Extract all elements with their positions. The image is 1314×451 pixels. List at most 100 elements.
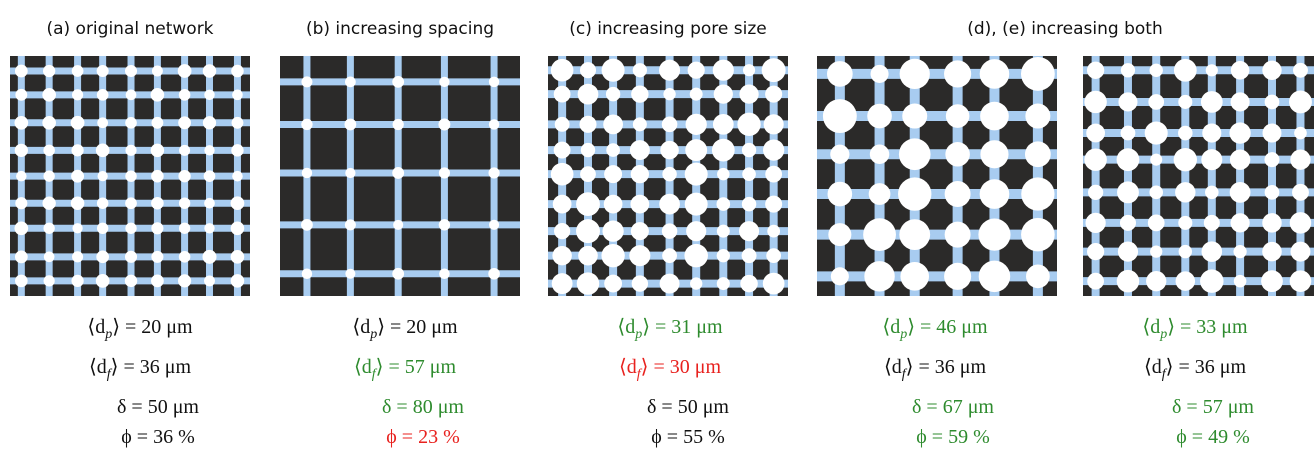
pore bbox=[1289, 270, 1312, 292]
pore bbox=[576, 272, 600, 295]
pore bbox=[713, 84, 733, 104]
metric-text: ⟩ = 20 μm bbox=[112, 316, 193, 338]
metric-text: ⟩ = 36 μm bbox=[111, 356, 192, 378]
metric: ⟨df⟩ = 57 μm bbox=[354, 356, 457, 382]
pore bbox=[741, 196, 757, 212]
panel-title: (a) original network bbox=[46, 19, 213, 39]
pore bbox=[1116, 148, 1140, 172]
pore bbox=[151, 222, 164, 235]
metric-text: ⟩ = 46 μm bbox=[907, 316, 988, 338]
pore bbox=[71, 89, 84, 101]
pore bbox=[579, 115, 597, 133]
metric-text: δ = 80 μm bbox=[382, 396, 464, 418]
panel-title: (d), (e) increasing both bbox=[967, 19, 1163, 39]
pore bbox=[71, 144, 84, 157]
pore bbox=[1146, 271, 1167, 292]
pore bbox=[301, 218, 313, 231]
pore bbox=[739, 84, 759, 104]
pore bbox=[659, 193, 680, 215]
pore bbox=[124, 274, 138, 288]
pore bbox=[488, 76, 500, 88]
metric-subscript: f bbox=[372, 367, 378, 382]
pore bbox=[124, 64, 138, 78]
pore bbox=[822, 99, 857, 134]
pore bbox=[1262, 123, 1282, 143]
pore bbox=[178, 197, 191, 209]
pore bbox=[231, 144, 244, 157]
pore bbox=[552, 194, 572, 214]
pore bbox=[96, 250, 109, 264]
metric-text: δ = 50 μm bbox=[117, 396, 199, 418]
metric-subscript: f bbox=[107, 367, 113, 382]
pore bbox=[72, 223, 83, 234]
pore bbox=[900, 262, 930, 291]
pore bbox=[662, 248, 677, 264]
metric-text: ϕ = 23 % bbox=[386, 426, 459, 448]
pore bbox=[1178, 94, 1193, 109]
pore bbox=[1175, 182, 1196, 203]
pore bbox=[830, 267, 849, 286]
pore bbox=[96, 64, 109, 78]
pore bbox=[630, 194, 650, 214]
metric-text: ϕ = 55 % bbox=[651, 426, 724, 448]
pore bbox=[392, 267, 405, 280]
pore bbox=[690, 277, 703, 290]
metric: δ = 50 μm bbox=[117, 396, 199, 418]
pore bbox=[14, 64, 28, 78]
pore bbox=[344, 219, 356, 231]
pore bbox=[685, 113, 707, 135]
pore bbox=[765, 195, 783, 213]
pore bbox=[737, 112, 761, 137]
metric-text: δ = 67 μm bbox=[912, 396, 994, 418]
metric-text: ⟩ = 20 μm bbox=[377, 316, 458, 338]
pore bbox=[15, 274, 28, 288]
pore bbox=[179, 144, 191, 156]
pore bbox=[301, 268, 313, 279]
pore bbox=[553, 141, 571, 159]
pore bbox=[867, 103, 892, 129]
metric-text: ⟨d bbox=[354, 356, 372, 378]
pore bbox=[1233, 245, 1247, 259]
pore bbox=[1150, 153, 1163, 166]
metric-text: δ = 50 μm bbox=[647, 396, 729, 418]
metric-text: ϕ = 59 % bbox=[916, 426, 989, 448]
pore bbox=[230, 196, 245, 211]
pore bbox=[1147, 214, 1165, 232]
metric: ⟨df⟩ = 36 μm bbox=[89, 356, 192, 382]
pore bbox=[1118, 92, 1138, 112]
pore bbox=[978, 260, 1011, 293]
pore bbox=[96, 88, 109, 101]
pore bbox=[1173, 147, 1197, 172]
pore bbox=[231, 116, 244, 129]
pore bbox=[438, 167, 450, 179]
pore bbox=[864, 261, 895, 292]
metric-text: ⟩ = 36 μm bbox=[906, 356, 987, 378]
pore bbox=[1264, 152, 1280, 168]
pore bbox=[1120, 125, 1136, 141]
network-image bbox=[817, 56, 1057, 296]
pore bbox=[301, 76, 313, 88]
pore bbox=[578, 245, 598, 266]
metric-subscript: f bbox=[1162, 367, 1168, 382]
network-image bbox=[10, 56, 250, 296]
pore bbox=[712, 59, 734, 81]
pore bbox=[712, 113, 734, 135]
pore bbox=[43, 251, 55, 263]
pore bbox=[203, 170, 216, 182]
pore bbox=[392, 75, 405, 88]
pore bbox=[204, 145, 215, 156]
metric-subscript: p bbox=[634, 327, 642, 342]
pore bbox=[488, 267, 500, 280]
pore bbox=[125, 89, 137, 101]
pore bbox=[1230, 92, 1250, 112]
pore bbox=[716, 197, 731, 211]
pore bbox=[711, 138, 735, 162]
pore bbox=[553, 85, 571, 103]
pore bbox=[230, 274, 245, 288]
pore bbox=[1086, 61, 1105, 79]
pore bbox=[684, 162, 708, 186]
metric: ⟨df⟩ = 36 μm bbox=[884, 356, 987, 382]
pore bbox=[204, 275, 215, 287]
pore bbox=[659, 273, 680, 294]
pore bbox=[151, 169, 164, 183]
